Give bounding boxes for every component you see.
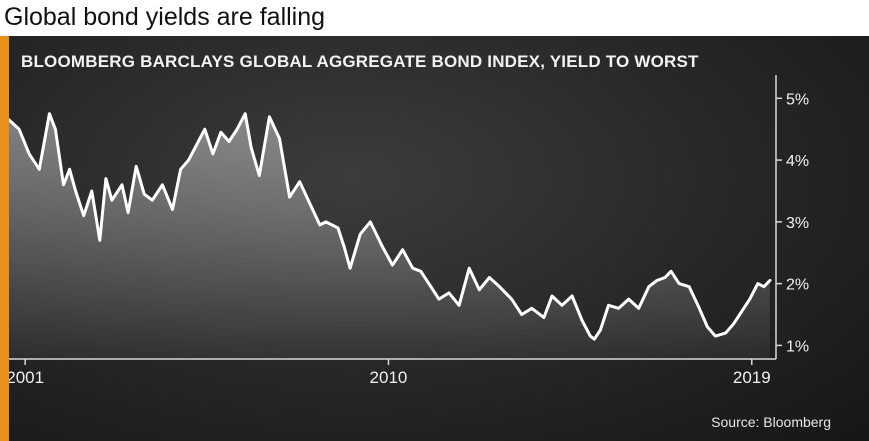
x-tick-label: 2010 [370, 368, 408, 387]
y-tick-label: 2% [786, 277, 809, 294]
headline-bar: Global bond yields are falling [0, 0, 869, 36]
y-tick-label: 1% [786, 338, 809, 355]
yield-line [9, 112, 772, 341]
source-note: Source: Bloomberg [711, 414, 831, 430]
chart-title: BLOOMBERG BARCLAYS GLOBAL AGGREGATE BOND… [21, 52, 699, 71]
yield-chart: 5% 4% 3% 2% 1% 2001 2010 2019 [9, 75, 809, 387]
y-tick-label: 4% [786, 153, 809, 170]
headline-title: Global bond yields are falling [4, 3, 326, 31]
x-tick-label: 2019 [733, 368, 771, 387]
y-tick-label: 5% [786, 91, 809, 108]
accent-stripe [0, 36, 9, 441]
y-tick-label: 3% [786, 215, 809, 232]
x-tick-label: 2001 [9, 368, 44, 387]
chart-panel: BLOOMBERG BARCLAYS GLOBAL AGGREGATE BOND… [9, 36, 869, 441]
yield-area [9, 113, 770, 359]
